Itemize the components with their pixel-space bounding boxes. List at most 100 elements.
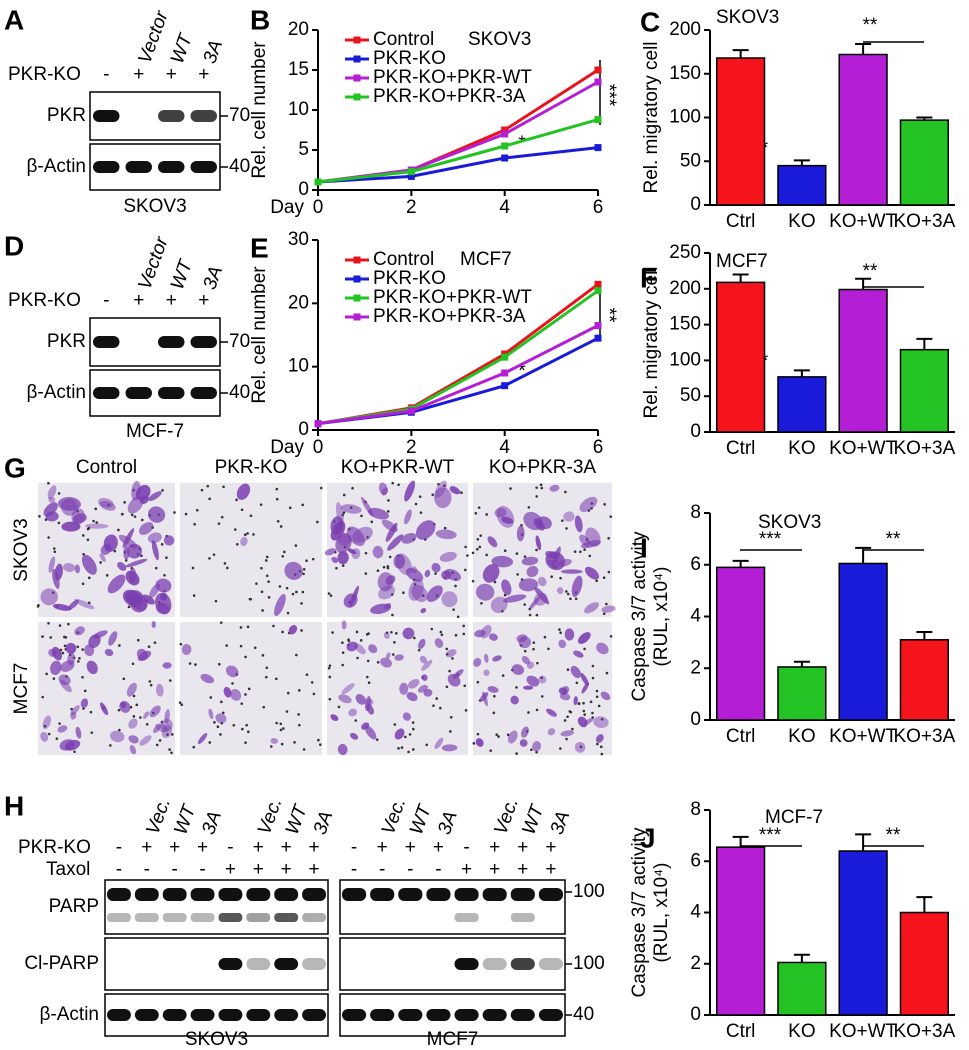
pore bbox=[223, 562, 227, 565]
lane-sign: + bbox=[198, 290, 209, 311]
pore bbox=[117, 708, 121, 712]
x-tick-label: KO+WT bbox=[829, 1021, 897, 1042]
lane-label: WT bbox=[518, 801, 548, 837]
pore bbox=[63, 635, 66, 639]
lane-sign: + bbox=[197, 837, 208, 858]
pore bbox=[302, 748, 306, 751]
pore bbox=[515, 552, 519, 555]
cell bbox=[574, 741, 586, 753]
cell bbox=[521, 556, 539, 566]
cell bbox=[452, 669, 464, 679]
pore bbox=[385, 631, 389, 635]
band bbox=[538, 1009, 563, 1021]
lane-label: 3A bbox=[310, 808, 338, 837]
pore bbox=[390, 593, 394, 596]
pore bbox=[47, 732, 51, 736]
pore bbox=[118, 728, 121, 732]
pore bbox=[109, 744, 112, 747]
cell bbox=[119, 701, 131, 713]
pore bbox=[503, 549, 507, 553]
band-marker: 70 bbox=[229, 331, 250, 352]
lane-sign: + bbox=[281, 837, 292, 858]
cell bbox=[551, 546, 561, 569]
pore bbox=[595, 579, 598, 583]
pore bbox=[122, 677, 126, 681]
cell bbox=[86, 660, 98, 675]
cell bbox=[483, 669, 490, 676]
pore bbox=[57, 492, 61, 495]
pore bbox=[454, 584, 457, 588]
pore bbox=[57, 521, 61, 525]
cell bbox=[75, 726, 82, 739]
pore bbox=[425, 743, 428, 747]
cell bbox=[510, 695, 519, 705]
pore bbox=[454, 633, 458, 637]
pore bbox=[161, 489, 164, 492]
cell bbox=[74, 626, 85, 636]
legend-label: PKR-KO+PKR-WT bbox=[373, 67, 532, 88]
cell bbox=[58, 674, 71, 686]
band bbox=[190, 161, 217, 173]
cell bbox=[98, 497, 114, 508]
y-tick-label: 20 bbox=[288, 292, 309, 313]
micrograph-bg bbox=[38, 622, 175, 755]
cell bbox=[347, 548, 357, 555]
cell bbox=[473, 657, 482, 667]
y-tick-label: 0 bbox=[298, 419, 309, 440]
pore bbox=[213, 721, 216, 724]
band bbox=[134, 1009, 159, 1021]
band bbox=[93, 110, 120, 122]
band bbox=[454, 958, 479, 970]
pore bbox=[370, 520, 374, 524]
pore bbox=[139, 716, 142, 719]
pore bbox=[417, 648, 421, 652]
point bbox=[501, 142, 509, 150]
point bbox=[407, 172, 415, 180]
pore bbox=[305, 559, 308, 563]
pore bbox=[413, 636, 416, 640]
cell bbox=[394, 654, 404, 661]
cell bbox=[125, 570, 140, 586]
cell bbox=[434, 487, 452, 509]
pore bbox=[52, 677, 56, 680]
pore bbox=[63, 644, 67, 648]
cell bbox=[407, 678, 420, 689]
panel-letter: G bbox=[4, 452, 26, 483]
cell bbox=[492, 655, 502, 662]
pore bbox=[535, 708, 539, 712]
pore bbox=[386, 565, 390, 568]
pore bbox=[233, 528, 237, 531]
pore bbox=[471, 551, 475, 555]
cell bbox=[503, 594, 527, 603]
band bbox=[93, 387, 120, 399]
pore bbox=[279, 525, 283, 528]
pore bbox=[605, 671, 609, 675]
cell bbox=[337, 551, 349, 565]
pore bbox=[163, 573, 166, 577]
pore bbox=[573, 550, 577, 553]
band bbox=[510, 1009, 535, 1021]
pore bbox=[47, 536, 50, 539]
pore bbox=[241, 727, 244, 731]
band bbox=[274, 913, 299, 922]
y-tick-label: 0 bbox=[690, 709, 701, 730]
band bbox=[107, 1009, 131, 1021]
lane-sign: + bbox=[545, 859, 556, 880]
significance: *** bbox=[759, 529, 782, 550]
pore bbox=[366, 675, 369, 679]
pore bbox=[565, 527, 568, 530]
x-tick-label: KO bbox=[788, 726, 815, 747]
pore bbox=[260, 566, 263, 570]
pore bbox=[105, 574, 109, 577]
cell bbox=[385, 522, 398, 543]
pore bbox=[464, 709, 468, 712]
band-marker: 100 bbox=[573, 881, 605, 902]
legend-label: Control bbox=[373, 249, 434, 270]
x-tick-label: KO bbox=[788, 438, 815, 459]
band bbox=[482, 958, 507, 970]
pore bbox=[583, 548, 586, 551]
cell bbox=[335, 533, 352, 554]
panel-letter: D bbox=[4, 230, 24, 261]
y-tick-label: 4 bbox=[690, 902, 701, 923]
pore bbox=[393, 723, 397, 726]
